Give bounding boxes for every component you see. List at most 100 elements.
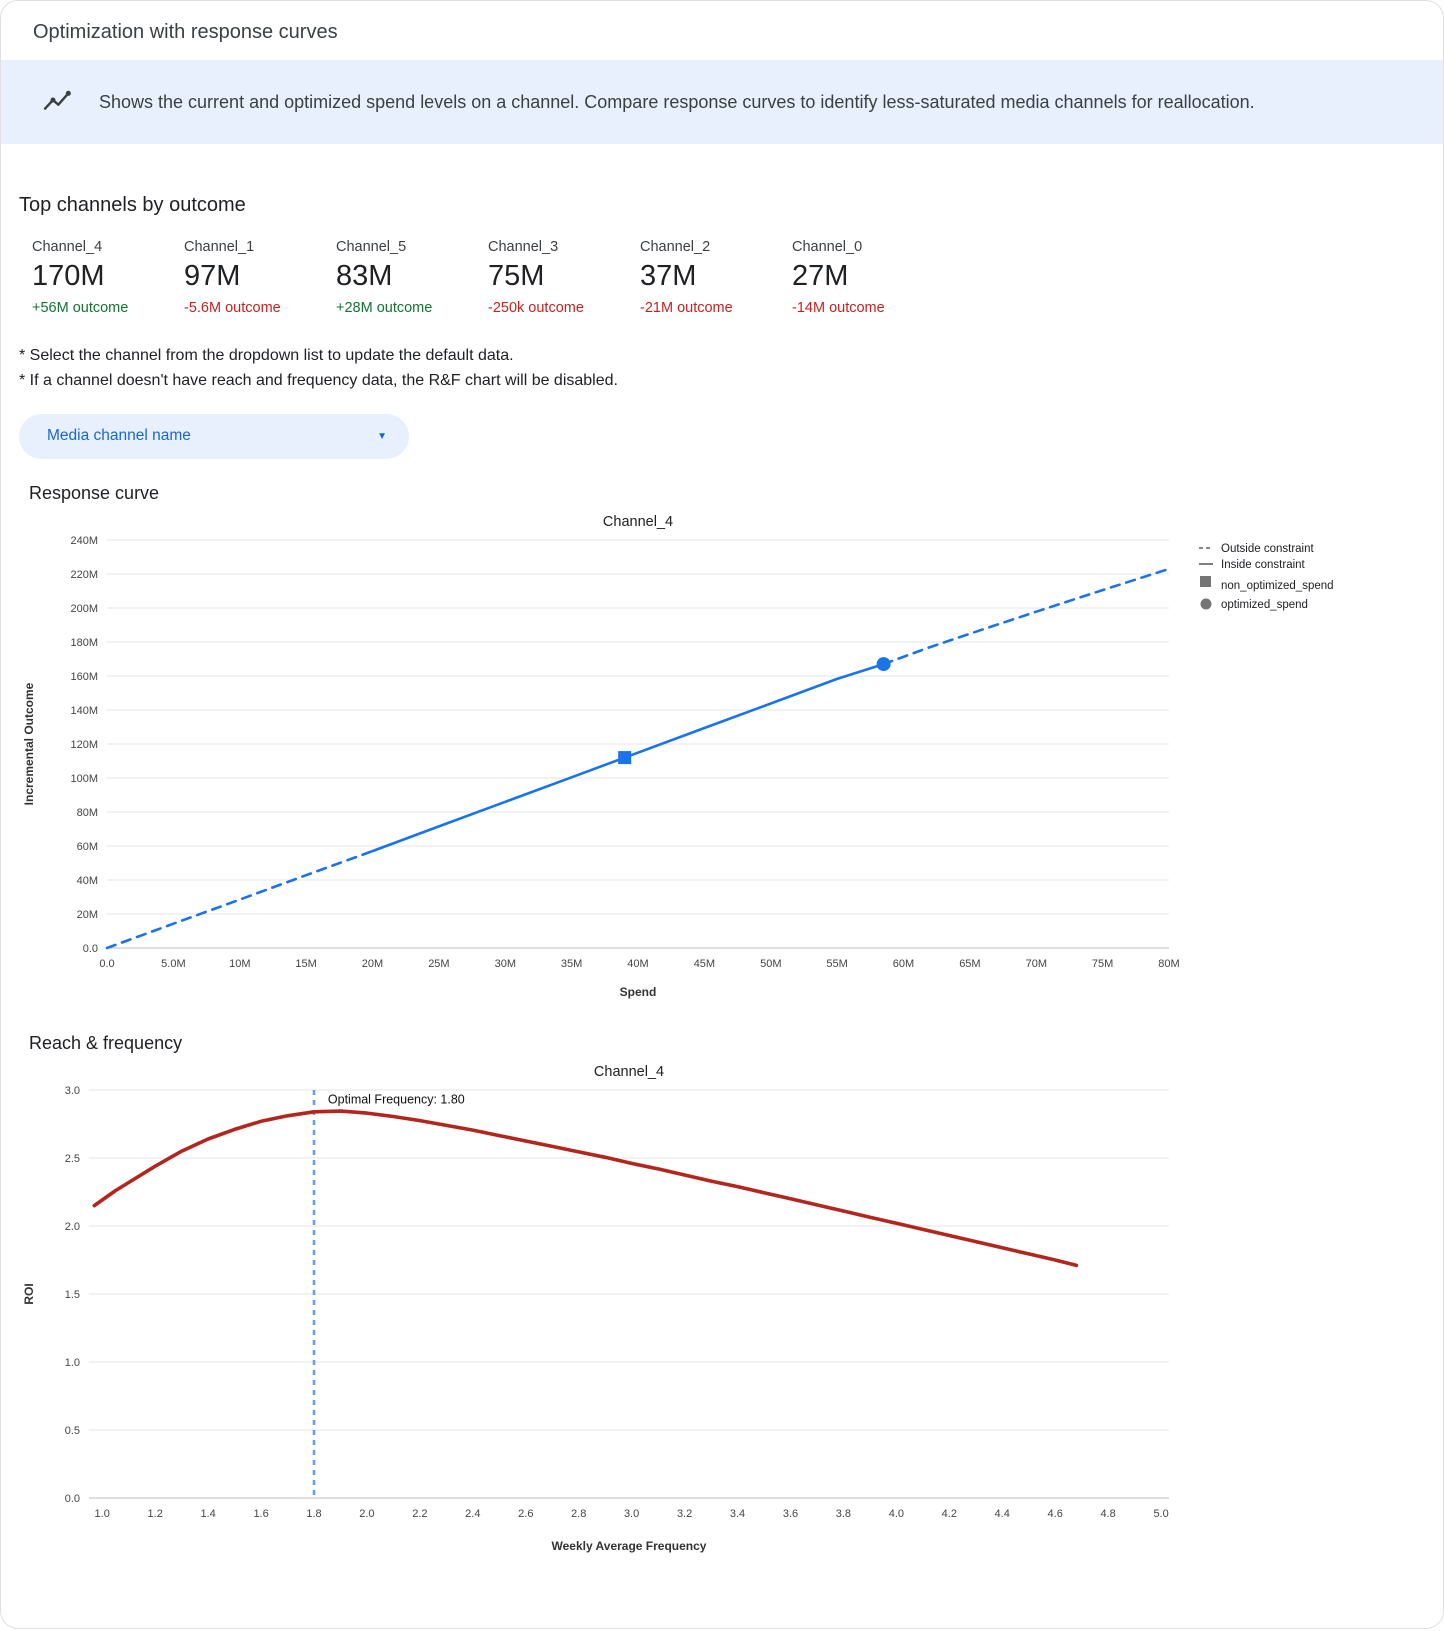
y-tick-label: 2.0 (65, 1221, 80, 1233)
channel-card-name: Channel_0 (792, 239, 863, 255)
titlebar: Optimization with response curves (1, 1, 1443, 60)
x-tick-label: 4.8 (1100, 1508, 1115, 1520)
main-content: Top channels by outcome Channel_4 170M +56… (1, 194, 1443, 1589)
channel-card: Channel_4 170M +56M outcome (32, 239, 158, 316)
y-tick-label: 1.0 (65, 1357, 80, 1369)
channel-card-name: Channel_1 (184, 239, 255, 255)
x-tick-label: 1.2 (148, 1508, 163, 1520)
y-tick-label: 200M (70, 603, 98, 615)
y-tick-label: 120M (70, 739, 98, 751)
x-tick-label: 40M (627, 958, 648, 970)
media-channel-dropdown-label: Media channel name (47, 427, 191, 445)
channel-card-name: Channel_4 (32, 239, 103, 255)
trend-line-icon (41, 86, 73, 118)
y-tick-label: 100M (70, 773, 98, 785)
legend-label: non_optimized_spend (1221, 580, 1334, 592)
y-axis-label: ROI (22, 1283, 36, 1304)
chart-title: Channel_4 (594, 1064, 664, 1080)
channel-card-name: Channel_2 (640, 239, 711, 255)
x-tick-label: 20M (362, 958, 383, 970)
x-tick-label: 55M (826, 958, 847, 970)
optimal-frequency-annotation: Optimal Frequency: 1.80 (328, 1092, 465, 1106)
y-tick-label: 0.5 (65, 1425, 80, 1437)
channel-card: Channel_0 27M -14M outcome (792, 239, 918, 316)
channel-card: Channel_5 83M +28M outcome (336, 239, 462, 316)
x-tick-label: 2.0 (359, 1508, 374, 1520)
x-tick-label: 70M (1026, 958, 1047, 970)
banner-text: Shows the current and optimized spend le… (99, 91, 1255, 112)
marker-optimized_spend (876, 656, 891, 671)
x-tick-label: 2.4 (465, 1508, 480, 1520)
series-roi_curve (92, 1108, 1079, 1267)
channel-card: Channel_2 37M -21M outcome (640, 239, 766, 316)
x-tick-label: 15M (295, 958, 316, 970)
x-tick-label: 1.8 (306, 1508, 321, 1520)
y-tick-label: 180M (70, 637, 98, 649)
note-line-2: * If a channel doesn't have reach and fr… (19, 371, 618, 389)
x-tick-label: 50M (760, 958, 781, 970)
reach-frequency-heading: Reach & frequency (29, 1032, 183, 1053)
channel-card-name: Channel_3 (488, 239, 559, 255)
x-tick-label: 3.0 (624, 1508, 639, 1520)
channel-card-name: Channel_5 (336, 239, 407, 255)
media-channel-dropdown[interactable]: Media channel name ▼ (19, 413, 409, 459)
y-tick-label: 0.0 (65, 1493, 80, 1505)
channel-card-value: 97M (184, 260, 241, 292)
channel-card-delta: +28M outcome (336, 300, 433, 316)
y-tick-label: 40M (77, 875, 98, 887)
chart-title: Channel_4 (603, 514, 673, 530)
channel-card-delta: -14M outcome (792, 300, 885, 316)
y-tick-label: 80M (77, 807, 98, 819)
y-tick-label: 20M (77, 909, 98, 921)
legend-label: optimized_spend (1221, 599, 1308, 611)
channel-card-delta: -5.6M outcome (184, 300, 281, 316)
y-tick-label: 0.0 (83, 943, 98, 955)
x-tick-label: 65M (959, 958, 980, 970)
info-banner: Shows the current and optimized spend le… (1, 60, 1443, 144)
y-tick-label: 1.5 (65, 1289, 80, 1301)
x-tick-label: 3.2 (677, 1508, 692, 1520)
reach-frequency-chart-container: Channel_4 0.0 0.5 1.0 1.5 2.0 2.5 3.0 1.0 1.2 1.4 1… (19, 1060, 1425, 1563)
x-tick-label: 80M (1158, 958, 1179, 970)
channel-card-value: 37M (640, 260, 697, 292)
x-tick-label: 30M (495, 958, 516, 970)
top-channels-cards: Channel_4 170M +56M outcome Channel_1 97M -5.… (32, 239, 1425, 316)
x-tick-label: 10M (229, 958, 250, 970)
legend-label: Outside constraint (1221, 543, 1314, 555)
x-tick-label: 3.8 (836, 1508, 851, 1520)
x-tick-label: 2.6 (518, 1508, 533, 1520)
x-axis-label: Spend (620, 985, 657, 999)
series-outside_constraint_below (105, 849, 374, 949)
marker-non_optimized_spend (618, 750, 632, 764)
y-tick-label: 140M (70, 705, 98, 717)
x-tick-label: 3.6 (783, 1508, 798, 1520)
y-tick-label: 240M (70, 535, 98, 547)
x-tick-label: 3.4 (730, 1508, 745, 1520)
series-outside_constraint_above (882, 567, 1171, 665)
x-tick-label: 35M (561, 958, 582, 970)
x-tick-label: 60M (893, 958, 914, 970)
channel-card: Channel_1 97M -5.6M outcome (184, 239, 310, 316)
response-curve-chart: Channel_4 0.0 20M 40M 60M 80M 100M 120M 140M 160M… (22, 514, 1334, 999)
x-tick-label: 4.6 (1048, 1508, 1063, 1520)
x-axis-label: Weekly Average Frequency (552, 1539, 707, 1553)
response-curve-heading: Response curve (29, 482, 160, 503)
reach-frequency-chart: Channel_4 0.0 0.5 1.0 1.5 2.0 2.5 3.0 1.0 1.2 1.4 1… (22, 1064, 1169, 1553)
y-tick-label: 160M (70, 671, 98, 683)
notes: * Select the channel from the dropdown l… (19, 344, 1425, 394)
y-tick-label: 60M (77, 841, 98, 853)
channel-card-value: 75M (488, 260, 545, 292)
x-tick-label: 5.0M (161, 958, 185, 970)
x-tick-label: 0.0 (99, 958, 114, 970)
channel-card-delta: +56M outcome (32, 300, 129, 316)
channel-card-delta: -21M outcome (640, 300, 733, 316)
x-tick-label: 4.4 (995, 1508, 1010, 1520)
y-tick-label: 220M (70, 569, 98, 581)
y-axis-label: Incremental Outcome (22, 682, 36, 805)
x-tick-label: 5.0 (1153, 1508, 1168, 1520)
response-curve-chart-container: Channel_4 0.0 20M 40M 60M 80M 100M 120M 140M 160M… (19, 510, 1425, 1009)
legend-label: Inside constraint (1221, 559, 1306, 571)
top-channels-heading: Top channels by outcome (19, 194, 246, 216)
x-tick-label: 4.0 (889, 1508, 904, 1520)
